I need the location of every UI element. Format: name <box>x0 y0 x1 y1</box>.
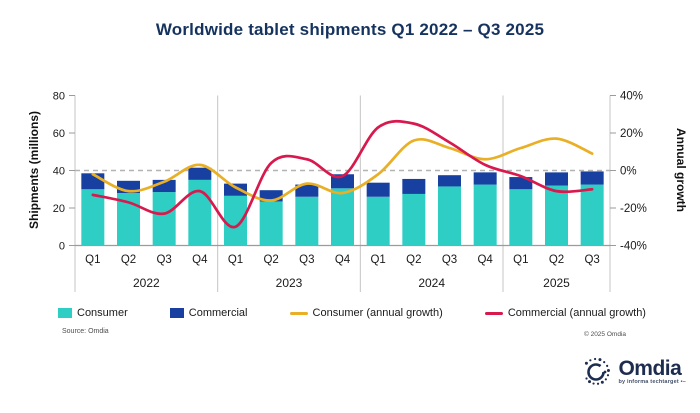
quarter-label: Q3 <box>299 254 314 266</box>
copyright-note: © 2025 Omdia <box>583 331 626 338</box>
logo-dot <box>603 360 606 364</box>
bar-consumer <box>473 184 497 246</box>
bar-consumer <box>224 195 247 246</box>
bar-commercial <box>295 184 319 197</box>
bar-commercial <box>224 183 247 196</box>
legend-swatch-line <box>289 311 308 315</box>
left-axis-tick-label: 40 <box>53 166 65 178</box>
left-axis-tick-label: 80 <box>53 91 65 103</box>
quarter-label: Q3 <box>156 254 171 266</box>
quarter-label: Q2 <box>263 254 278 266</box>
logo-dot <box>597 382 600 385</box>
right-axis-tick-label: 20% <box>620 128 643 140</box>
logo-dot <box>601 380 605 384</box>
logo-dot <box>594 357 597 361</box>
legend-item: Commercial (annual growth) <box>484 307 646 319</box>
bar-consumer <box>331 188 354 246</box>
source-note: Source: Omdia <box>62 328 109 335</box>
year-label: 2025 <box>543 276 570 290</box>
legend: Consumer Commercial Consumer (annual growt… <box>58 307 646 319</box>
legend-item: Commercial <box>169 307 248 319</box>
quarter-label: Q2 <box>549 254 564 266</box>
logo-dot <box>605 378 608 381</box>
year-label: 2023 <box>276 276 303 290</box>
logo-ring-dot <box>604 370 607 374</box>
legend-label: Commercial <box>188 307 248 319</box>
bar-commercial <box>580 171 604 185</box>
omdia-logo-tagline: by informa techtarget •– <box>618 379 686 386</box>
year-label: 2022 <box>133 276 160 290</box>
plot-area: 0 20 40 60 80 40% 20% 0% -20% -40% Q1 Q2 Q3 Q4 Q1 Q2 Q3 Q… <box>53 91 647 292</box>
bar-consumer <box>259 201 283 246</box>
bar-consumer <box>188 179 212 246</box>
legend-swatch-rect <box>169 308 184 318</box>
quarter-label: Q4 <box>335 254 351 266</box>
logo-ring <box>587 363 606 381</box>
bar-consumer <box>81 189 105 246</box>
logo-dot <box>592 382 596 385</box>
bar-consumer <box>117 193 140 246</box>
quarter-label: Q2 <box>121 254 136 266</box>
omdia-logo: Omdia by informa techtarget •– <box>580 356 686 388</box>
bar-commercial <box>473 172 497 185</box>
logo-dot <box>607 374 610 377</box>
left-axis-tick-label: 60 <box>53 128 65 140</box>
line-commercial-growth <box>91 119 594 229</box>
left-axis-tick-label: 0 <box>59 241 65 253</box>
bar-commercial <box>509 177 533 190</box>
logo-dot <box>589 359 592 362</box>
quarter-label: Q1 <box>370 254 385 266</box>
right-axis-tick-label: 40% <box>620 91 643 103</box>
chart-title: Worldwide tablet shipments Q1 2022 – Q3 … <box>155 20 545 39</box>
bar-consumer <box>580 184 604 246</box>
right-axis-tick-label: 0% <box>620 166 637 178</box>
right-axis-tick-label: -40% <box>620 241 647 253</box>
legend-swatch-line <box>484 311 503 315</box>
quarter-label: Q1 <box>513 254 528 266</box>
quarter-label: Q4 <box>192 254 208 266</box>
legend-item: Consumer (annual growth) <box>289 307 443 319</box>
bar-commercial <box>366 182 390 197</box>
legend-item: Consumer <box>58 307 128 319</box>
bar-consumer <box>295 196 319 246</box>
logo-dot <box>585 377 589 380</box>
bar-consumer <box>366 196 390 246</box>
bar-consumer <box>545 185 568 246</box>
omdia-logo-word: Omdia <box>618 357 682 381</box>
right-axis-tick-label: -20% <box>620 203 647 215</box>
line-consumer-growth <box>91 137 594 202</box>
quarter-label: Q3 <box>584 254 599 266</box>
logo-dot <box>588 380 592 384</box>
quarter-label: Q1 <box>85 254 100 266</box>
bar-consumer <box>152 192 176 246</box>
bar-commercial <box>188 167 212 180</box>
bar-commercial <box>438 175 461 187</box>
quarter-label: Q4 <box>477 254 493 266</box>
bar-consumer <box>402 193 426 246</box>
logo-dot <box>607 368 611 372</box>
omdia-logo-icon <box>585 357 611 385</box>
legend-label: Consumer (annual growth) <box>312 307 443 319</box>
right-axis-title: Annual growth <box>674 128 688 212</box>
bar-commercial <box>259 190 283 202</box>
legend-label: Commercial (annual growth) <box>507 307 646 319</box>
left-axis-title: Shipments (millions) <box>27 111 41 229</box>
quarter-label: Q3 <box>442 254 457 266</box>
bar-consumer <box>509 189 533 246</box>
quarter-label: Q2 <box>406 254 421 266</box>
bar-commercial <box>545 172 568 186</box>
legend-label: Consumer <box>77 307 128 319</box>
quarter-label: Q1 <box>228 254 243 266</box>
year-label: 2024 <box>418 276 445 290</box>
bar-consumer <box>438 186 461 246</box>
logo-dot <box>598 358 602 362</box>
legend-swatch-rect <box>58 308 72 318</box>
left-axis-tick-label: 20 <box>53 203 65 215</box>
bar-commercial <box>402 178 426 194</box>
logo-dot <box>606 364 609 368</box>
logo-dot <box>585 361 589 365</box>
